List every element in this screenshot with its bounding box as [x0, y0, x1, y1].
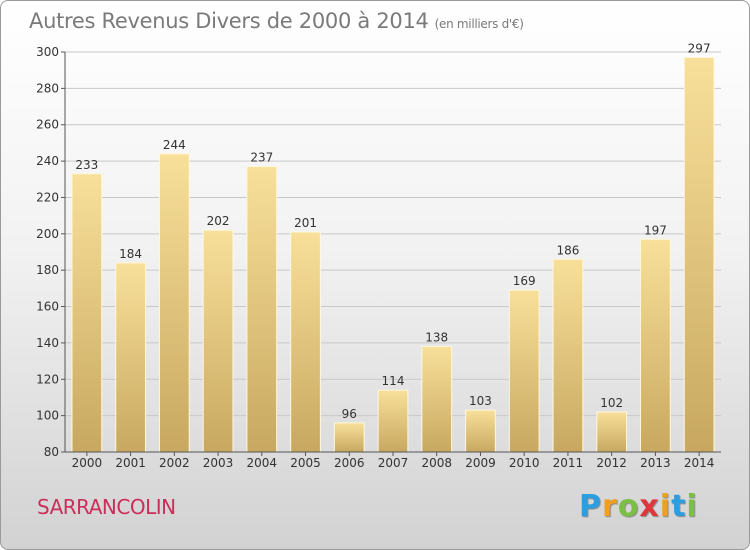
x-tick-label: 2009: [465, 456, 496, 470]
x-tick-label: 2012: [596, 456, 627, 470]
bar: [158, 153, 190, 453]
x-tick-label: 2001: [115, 456, 146, 470]
bar: [246, 166, 278, 453]
chart-unit: (en milliers d'€): [434, 17, 524, 31]
logo-letter: r: [602, 489, 618, 524]
logo-letter: i: [659, 489, 672, 524]
chart-title-text: Autres Revenus Divers de 2000 à 2014: [29, 9, 429, 33]
bar-value-label: 201: [294, 216, 317, 230]
bar: [683, 56, 715, 453]
bar: [115, 262, 146, 453]
x-tick-label: 2011: [553, 456, 584, 470]
bar-value-label: 233: [75, 158, 98, 172]
bar-value-label: 96: [342, 407, 357, 421]
y-tick-label: 80: [44, 445, 59, 459]
y-tick-label: 180: [36, 263, 59, 277]
bar-value-label: 186: [556, 243, 579, 257]
x-tick-label: 2007: [378, 456, 409, 470]
commune-name: SARRANCOLIN: [37, 495, 176, 519]
y-tick-label: 260: [36, 118, 59, 132]
bar-value-label: 297: [688, 41, 711, 55]
bar: [202, 229, 234, 453]
x-tick-label: 2013: [640, 456, 671, 470]
bar: [596, 411, 628, 453]
y-tick-label: 200: [36, 227, 59, 241]
x-tick-label: 2003: [203, 456, 234, 470]
x-tick-label: 2004: [247, 456, 278, 470]
bar-value-label: 237: [250, 151, 273, 165]
logo-letter: P: [579, 489, 602, 524]
x-tick-label: 2005: [290, 456, 321, 470]
bar-value-label: 102: [600, 396, 623, 410]
bar-value-label: 197: [644, 223, 667, 237]
y-tick-label: 120: [36, 372, 59, 386]
chart-title: Autres Revenus Divers de 2000 à 2014 (en …: [29, 9, 524, 33]
bar-value-label: 202: [207, 214, 230, 228]
logo-letter: i: [686, 489, 698, 524]
bar: [640, 238, 671, 453]
x-tick-label: 2008: [421, 456, 452, 470]
y-tick-label: 300: [36, 45, 59, 59]
bar: [508, 289, 540, 453]
bar-value-label: 184: [119, 247, 142, 261]
y-tick-label: 280: [36, 81, 59, 95]
x-tick-label: 2000: [72, 456, 103, 470]
y-tick-label: 160: [36, 300, 59, 314]
bar-value-label: 114: [382, 374, 405, 388]
y-tick-label: 140: [36, 336, 59, 350]
x-tick-label: 2002: [159, 456, 190, 470]
bar: [290, 231, 321, 453]
y-tick-label: 240: [36, 154, 59, 168]
bar: [333, 422, 365, 453]
bar: [377, 389, 409, 453]
x-tick-label: 2014: [684, 456, 715, 470]
bar: [552, 258, 584, 453]
bar: [421, 346, 453, 453]
bar-value-label: 169: [513, 274, 536, 288]
bar-value-label: 103: [469, 394, 492, 408]
bar: [465, 409, 496, 453]
y-tick-label: 100: [36, 409, 59, 423]
proxiti-logo: Proxiti: [579, 489, 698, 524]
y-tick-label: 220: [36, 190, 59, 204]
x-tick-label: 2010: [509, 456, 540, 470]
x-tick-label: 2006: [334, 456, 365, 470]
bar-value-label: 138: [425, 331, 448, 345]
bar: [71, 173, 103, 453]
logo-letter: x: [639, 489, 660, 524]
logo-letter: t: [671, 489, 687, 524]
bar-value-label: 244: [163, 138, 186, 152]
logo-letter: o: [617, 489, 640, 524]
